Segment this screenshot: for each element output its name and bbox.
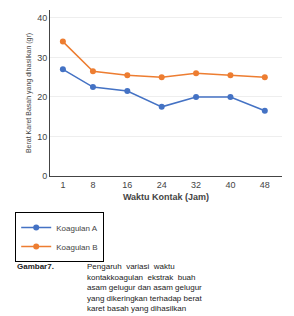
svg-text:20: 20 xyxy=(37,92,47,102)
svg-text:48: 48 xyxy=(260,180,270,190)
svg-text:karet basah yang dihasilkan: karet basah yang dihasilkan xyxy=(87,304,186,313)
svg-text:40: 40 xyxy=(37,13,47,23)
svg-text:Gambar7.: Gambar7. xyxy=(17,262,54,271)
svg-text:32: 32 xyxy=(191,180,201,190)
svg-text:Waktu Kontak (Jam): Waktu Kontak (Jam) xyxy=(123,192,209,202)
svg-text:asam gelugur dan asam gelugur: asam gelugur dan asam gelugur xyxy=(87,283,202,292)
svg-text:16: 16 xyxy=(122,180,132,190)
svg-text:yang dikeringkan terhadap bera: yang dikeringkan terhadap berat xyxy=(87,294,203,303)
svg-text:Koagulan A: Koagulan A xyxy=(56,224,98,233)
svg-text:1: 1 xyxy=(60,180,65,190)
svg-text:kontakkoagulan ekstrak buah: kontakkoagulan ekstrak buah xyxy=(87,273,196,282)
svg-text:8: 8 xyxy=(90,180,95,190)
svg-text:10: 10 xyxy=(37,132,47,142)
svg-text:40: 40 xyxy=(225,180,235,190)
svg-text:24: 24 xyxy=(157,180,167,190)
svg-text:Koagulan B: Koagulan B xyxy=(56,243,97,252)
svg-text:Pengaruh variasi waktu: Pengaruh variasi waktu xyxy=(87,262,175,271)
svg-text:30: 30 xyxy=(37,53,47,63)
svg-text:0: 0 xyxy=(42,171,47,181)
svg-text:Berat Karet Basah yang dihasil: Berat Karet Basah yang dihasilkan (gr) xyxy=(25,33,33,153)
